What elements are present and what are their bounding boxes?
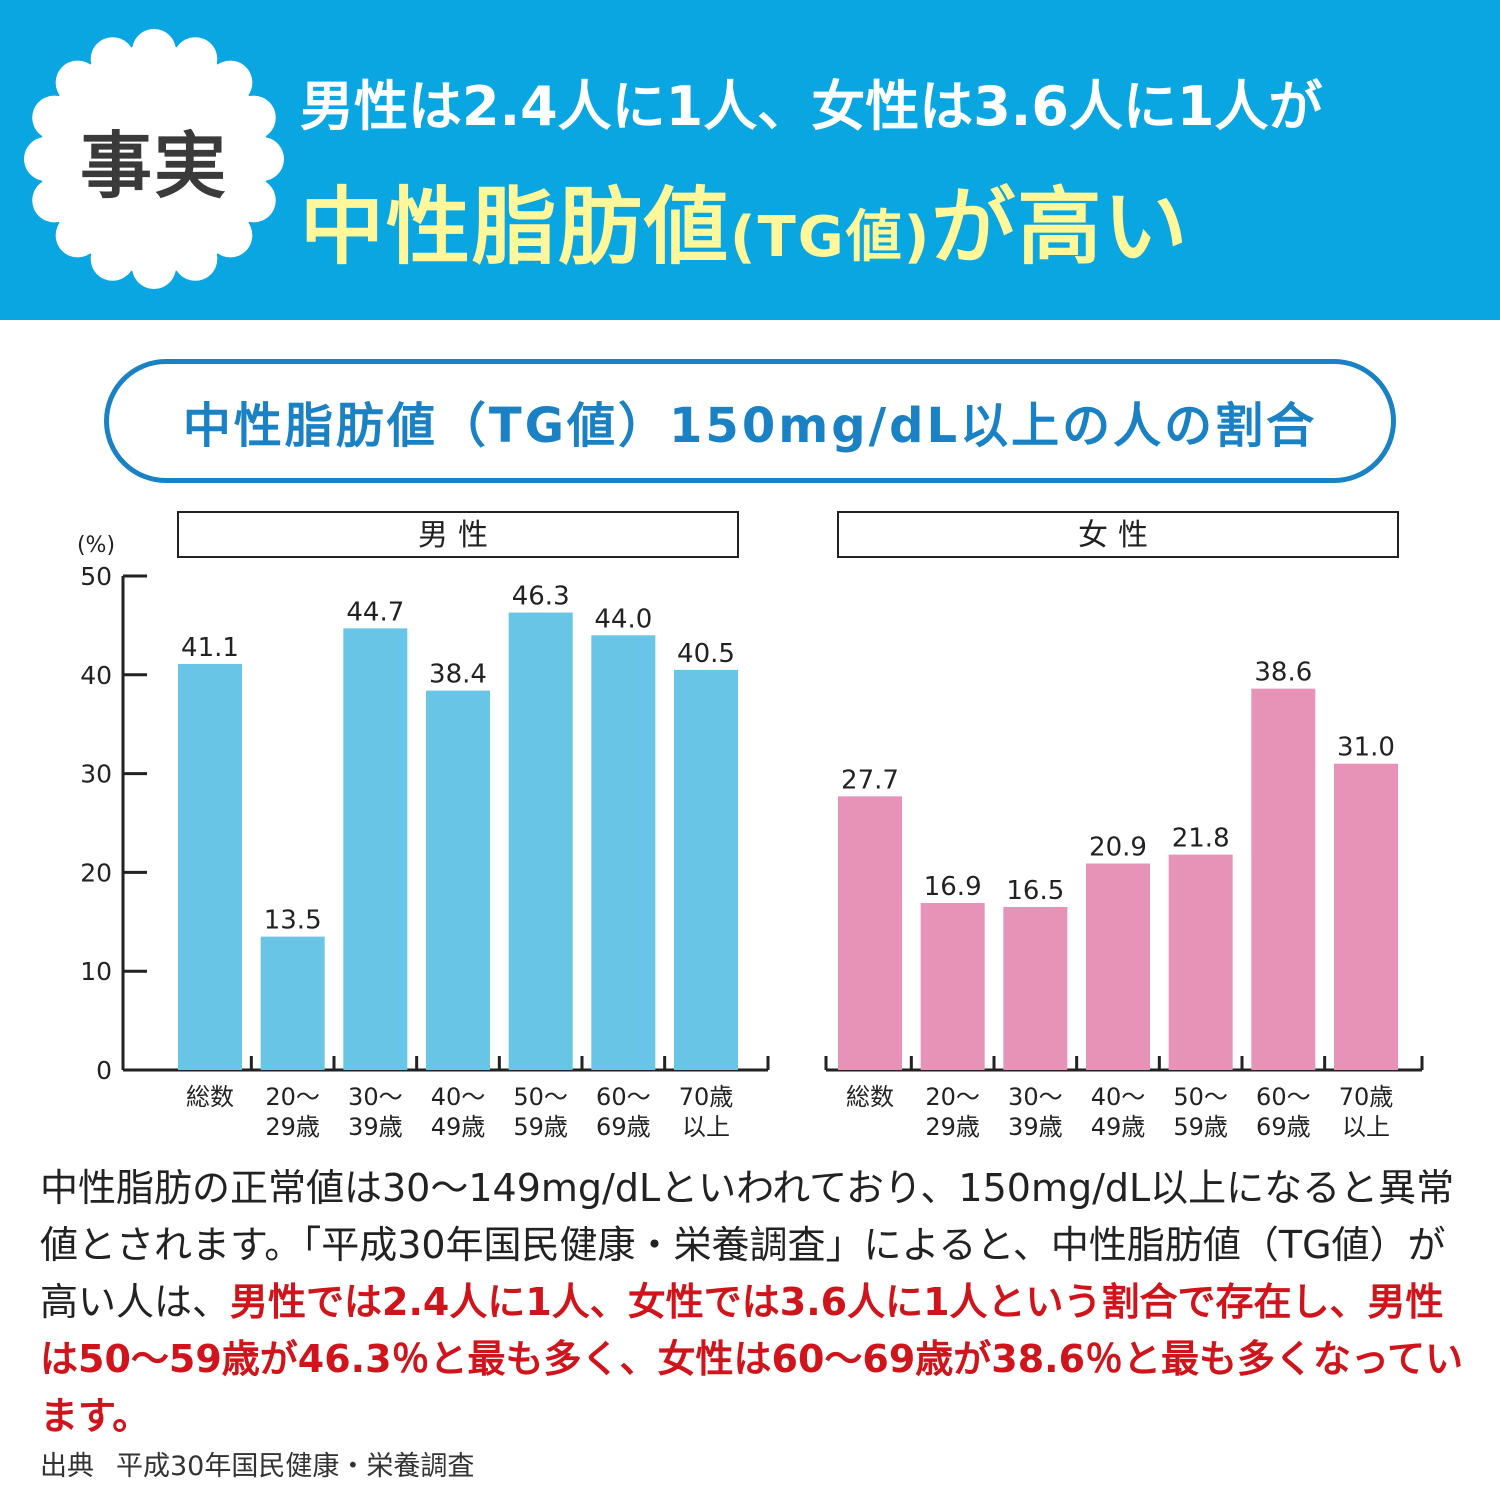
bar <box>838 796 902 1070</box>
chart-title: 中性脂肪値（TG値）150mg/dL以上の人の割合 <box>182 398 1318 454</box>
data-label: 44.7 <box>346 597 404 627</box>
y-tick-label: 10 <box>80 957 112 986</box>
data-label: 16.9 <box>924 872 982 902</box>
bar <box>1086 863 1150 1070</box>
x-tick-label: 40～ 49歳 <box>431 1083 486 1141</box>
y-tick-label: 20 <box>80 858 112 887</box>
series-header-box <box>837 511 1399 558</box>
source-text: 平成30年国民健康・栄養調査 <box>116 1451 475 1482</box>
header-banner: 事実 男性は2.4人に1人、女性は3.6人に1人が 中性脂肪値(TG値)が高い <box>0 0 1500 320</box>
x-tick-label: 60～ 69歳 <box>1256 1083 1311 1141</box>
x-tick-label: 20～ 29歳 <box>925 1083 980 1141</box>
y-tick-label: 30 <box>80 760 112 789</box>
x-tick-label: 40～ 49歳 <box>1091 1083 1146 1141</box>
data-label: 41.1 <box>181 633 239 663</box>
series-header-label: 女性 <box>1078 518 1158 553</box>
bar <box>508 612 573 1070</box>
data-label: 13.5 <box>264 906 322 936</box>
x-tick-label: 50～ 59歳 <box>1173 1083 1228 1141</box>
x-tick-label: 30～ 39歳 <box>348 1083 403 1141</box>
bar <box>1334 763 1398 1070</box>
source-label: 出典 <box>40 1451 94 1482</box>
y-tick-label: 50 <box>80 562 112 591</box>
source-citation: 出典 平成30年国民健康・栄養調査 <box>40 1444 940 1483</box>
data-label: 46.3 <box>512 582 570 612</box>
badge-circle-icon <box>24 29 284 289</box>
description-plain: 中性脂肪の正常値は30～149mg/dLといわれており、150mg/dL以上にな… <box>40 1166 1455 1324</box>
x-tick-label: 60～ 69歳 <box>596 1083 651 1141</box>
badge-label: 事実 <box>79 123 228 208</box>
data-label: 16.5 <box>1006 876 1064 906</box>
data-label: 38.4 <box>429 660 487 690</box>
x-tick-label: 70歳以上 <box>679 1083 734 1141</box>
y-unit-label: (%) <box>77 533 115 558</box>
headline-tg: (TG値) <box>730 205 932 270</box>
bar <box>260 936 325 1070</box>
bar <box>178 663 242 1070</box>
headline-main: 中性脂肪値 <box>300 178 731 276</box>
data-label: 27.7 <box>841 765 899 795</box>
y-tick-label: 40 <box>80 661 112 690</box>
data-label: 31.0 <box>1337 733 1395 763</box>
data-label: 20.9 <box>1089 833 1147 863</box>
x-tick-label: 20～ 29歳 <box>265 1083 320 1141</box>
bar <box>591 635 656 1070</box>
bar <box>343 628 408 1070</box>
headline-line2: 中性脂肪値(TG値)が高い <box>300 160 1480 281</box>
bar-chart: 0 10 20 30 40 50 (%) 男性 41.1 13.5 44.7 38.4 46.3 44.0… <box>77 511 1424 1141</box>
bar <box>426 690 490 1070</box>
x-tick-label: 総数 <box>846 1083 894 1111</box>
x-tick-label: 50～ 59歳 <box>513 1083 568 1141</box>
headline-line1: 男性は2.4人に1人、女性は3.6人に1人が <box>300 75 1323 138</box>
data-label: 40.5 <box>677 639 735 669</box>
x-tick-label: 30～ 39歳 <box>1008 1083 1063 1141</box>
headline-end: が高い <box>931 178 1190 276</box>
bar <box>1251 688 1316 1070</box>
series-header-label: 男性 <box>418 518 498 553</box>
data-label: 21.8 <box>1172 824 1230 854</box>
x-tick-label: 70歳以上 <box>1339 1083 1394 1141</box>
bar <box>1003 906 1068 1070</box>
description: 中性脂肪の正常値は30～149mg/dLといわれており、150mg/dL以上にな… <box>40 1160 1470 1445</box>
data-label: 38.6 <box>1254 658 1312 688</box>
x-tick-label: 総数 <box>186 1083 234 1111</box>
data-label: 44.0 <box>594 604 652 634</box>
description-highlight: 男性では2.4人に1人、女性では3.6人に1人という割合で存在し、男性は50～5… <box>40 1280 1464 1438</box>
bar <box>674 669 738 1070</box>
y-tick-label: 0 <box>96 1056 112 1085</box>
series-header-box <box>177 511 739 558</box>
bar <box>920 903 985 1070</box>
bar <box>1168 854 1233 1070</box>
chart-title-pill: 中性脂肪値（TG値）150mg/dL以上の人の割合 <box>104 359 1396 483</box>
